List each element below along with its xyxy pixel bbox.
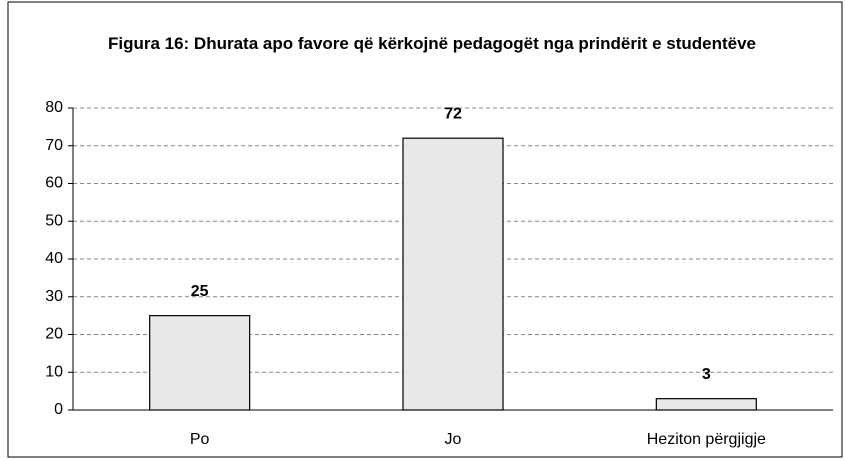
data-label: 3 (702, 366, 711, 383)
x-tick-label: Jo (445, 431, 462, 448)
bar (655, 398, 757, 411)
data-label: 25 (191, 283, 209, 300)
chart-frame (7, 1, 843, 458)
y-tick-label: 30 (45, 288, 63, 305)
y-tick-label: 70 (45, 137, 63, 154)
x-tick-label: Heziton përgjigje (647, 431, 766, 448)
y-tick-label: 10 (45, 363, 63, 380)
bar (402, 137, 504, 411)
data-label: 72 (444, 105, 462, 122)
y-tick-label: 0 (54, 401, 63, 418)
y-tick-label: 60 (45, 175, 63, 192)
chart-title: Figura 16: Dhurata apo favore që kërkojn… (107, 34, 757, 53)
x-tick-label: Po (190, 431, 210, 448)
y-tick-label: 80 (45, 99, 63, 116)
bar (149, 315, 251, 411)
y-tick-label: 20 (45, 326, 63, 343)
y-tick-label: 50 (45, 212, 63, 229)
y-tick-label: 40 (45, 250, 63, 267)
